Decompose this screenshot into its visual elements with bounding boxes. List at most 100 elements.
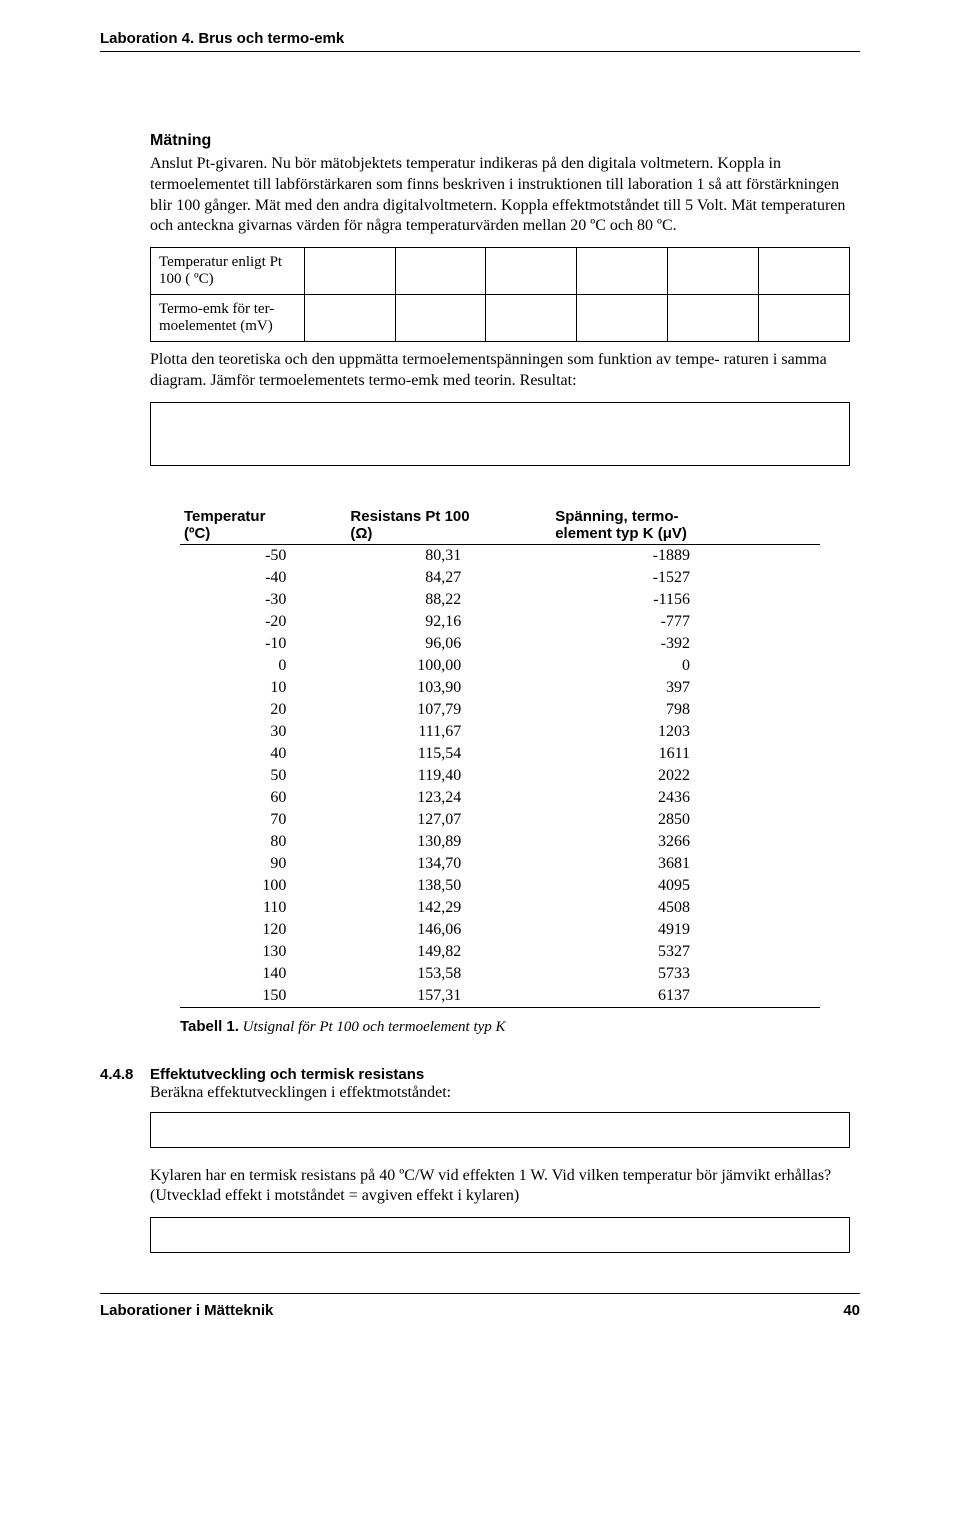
- table-row: -4084,27-1527: [180, 567, 820, 589]
- cell-resist: 88,22: [346, 589, 551, 611]
- cell-voltage: -1527: [551, 567, 820, 589]
- empty-cell: [577, 248, 668, 295]
- cell-voltage: 3681: [551, 853, 820, 875]
- cell-resist: 146,06: [346, 919, 551, 941]
- cell-voltage: 1203: [551, 721, 820, 743]
- table-row: 70127,072850: [180, 809, 820, 831]
- cell-voltage: 798: [551, 699, 820, 721]
- caption-label: Tabell 1.: [180, 1018, 239, 1035]
- page-header: Laboration 4. Brus och termo-emk: [100, 30, 860, 52]
- row-label-termoemk: Termo-emk för ter- moelementet (mV): [151, 295, 305, 342]
- cell-temp: 150: [180, 985, 346, 1008]
- cell-voltage: 2022: [551, 765, 820, 787]
- cell-voltage: 4508: [551, 897, 820, 919]
- table-row: 60123,242436: [180, 787, 820, 809]
- table-header-row: Temperatur(ºC) Resistans Pt 100(Ω) Spänn…: [180, 506, 820, 545]
- cell-temp: 60: [180, 787, 346, 809]
- table-row: Termo-emk för ter- moelementet (mV): [151, 295, 850, 342]
- empty-cell: [668, 295, 759, 342]
- table-row: 130149,825327: [180, 941, 820, 963]
- cell-voltage: -1889: [551, 544, 820, 567]
- measurement-input-table: Temperatur enligt Pt 100 ( ºC) Termo-emk…: [150, 247, 850, 342]
- footer-page-number: 40: [843, 1302, 860, 1319]
- cell-temp: 120: [180, 919, 346, 941]
- cell-temp: 70: [180, 809, 346, 831]
- cell-voltage: 3266: [551, 831, 820, 853]
- cell-voltage: 397: [551, 677, 820, 699]
- cell-voltage: 2850: [551, 809, 820, 831]
- cell-resist: 149,82: [346, 941, 551, 963]
- cell-temp: 50: [180, 765, 346, 787]
- row-label-pt100: Temperatur enligt Pt 100 ( ºC): [151, 248, 305, 295]
- cell-resist: 127,07: [346, 809, 551, 831]
- table-row: -1096,06-392: [180, 633, 820, 655]
- table-row: 30111,671203: [180, 721, 820, 743]
- page-footer: Laborationer i Mätteknik 40: [100, 1293, 860, 1319]
- cell-temp: 10: [180, 677, 346, 699]
- cell-voltage: 4095: [551, 875, 820, 897]
- cell-resist: 107,79: [346, 699, 551, 721]
- cell-resist: 153,58: [346, 963, 551, 985]
- cell-temp: 100: [180, 875, 346, 897]
- empty-cell: [395, 248, 486, 295]
- cell-voltage: 0: [551, 655, 820, 677]
- cell-temp: -10: [180, 633, 346, 655]
- cell-voltage: -777: [551, 611, 820, 633]
- cell-temp: 110: [180, 897, 346, 919]
- calc-box-2: [150, 1217, 850, 1253]
- empty-cell: [759, 295, 850, 342]
- cell-resist: 115,54: [346, 743, 551, 765]
- content-area: Mätning Anslut Pt-givaren. Nu bör mätobj…: [100, 132, 860, 1253]
- calc-box-1: [150, 1112, 850, 1148]
- cell-resist: 138,50: [346, 875, 551, 897]
- cell-resist: 84,27: [346, 567, 551, 589]
- cell-voltage: -392: [551, 633, 820, 655]
- result-box: [150, 402, 850, 466]
- cell-resist: 130,89: [346, 831, 551, 853]
- table-row: -5080,31-1889: [180, 544, 820, 567]
- cell-voltage: -1156: [551, 589, 820, 611]
- cell-temp: 0: [180, 655, 346, 677]
- cell-resist: 142,29: [346, 897, 551, 919]
- cell-voltage: 2436: [551, 787, 820, 809]
- table-row: 20107,79798: [180, 699, 820, 721]
- cell-resist: 100,00: [346, 655, 551, 677]
- section-title-matning: Mätning: [150, 132, 850, 150]
- col-header-resist: Resistans Pt 100(Ω): [346, 506, 551, 545]
- paragraph-calc2: Kylaren har en termisk resistans på 40 º…: [150, 1166, 850, 1208]
- table-row: 110142,294508: [180, 897, 820, 919]
- cell-temp: 80: [180, 831, 346, 853]
- data-table-wrap: Temperatur(ºC) Resistans Pt 100(Ω) Spänn…: [150, 506, 850, 1036]
- cell-temp: 90: [180, 853, 346, 875]
- cell-resist: 134,70: [346, 853, 551, 875]
- col-header-temp: Temperatur(ºC): [180, 506, 346, 545]
- empty-cell: [668, 248, 759, 295]
- table-row: -2092,16-777: [180, 611, 820, 633]
- page: Laboration 4. Brus och termo-emk Mätning…: [0, 0, 960, 1339]
- table-row: 100138,504095: [180, 875, 820, 897]
- table-row: 40115,541611: [180, 743, 820, 765]
- table-row: 50119,402022: [180, 765, 820, 787]
- cell-temp: -40: [180, 567, 346, 589]
- data-table: Temperatur(ºC) Resistans Pt 100(Ω) Spänn…: [180, 506, 820, 1008]
- cell-resist: 157,31: [346, 985, 551, 1008]
- empty-cell: [304, 248, 395, 295]
- table-row: Temperatur enligt Pt 100 ( ºC): [151, 248, 850, 295]
- caption-text: Utsignal för Pt 100 och termoelement typ…: [243, 1019, 506, 1035]
- table-caption: Tabell 1. Utsignal för Pt 100 och termoe…: [180, 1018, 820, 1036]
- cell-temp: -30: [180, 589, 346, 611]
- paragraph-intro: Anslut Pt-givaren. Nu bör mätobjektets t…: [150, 154, 850, 237]
- cell-resist: 96,06: [346, 633, 551, 655]
- cell-resist: 111,67: [346, 721, 551, 743]
- cell-resist: 123,24: [346, 787, 551, 809]
- table-row: -3088,22-1156: [180, 589, 820, 611]
- cell-temp: -20: [180, 611, 346, 633]
- table-row: 80130,893266: [180, 831, 820, 853]
- table-row: 10103,90397: [180, 677, 820, 699]
- section-title-448: Effektutveckling och termisk resistans: [150, 1066, 850, 1083]
- cell-voltage: 5733: [551, 963, 820, 985]
- cell-voltage: 6137: [551, 985, 820, 1008]
- cell-resist: 80,31: [346, 544, 551, 567]
- empty-cell: [577, 295, 668, 342]
- paragraph-plot: Plotta den teoretiska och den uppmätta t…: [150, 350, 850, 392]
